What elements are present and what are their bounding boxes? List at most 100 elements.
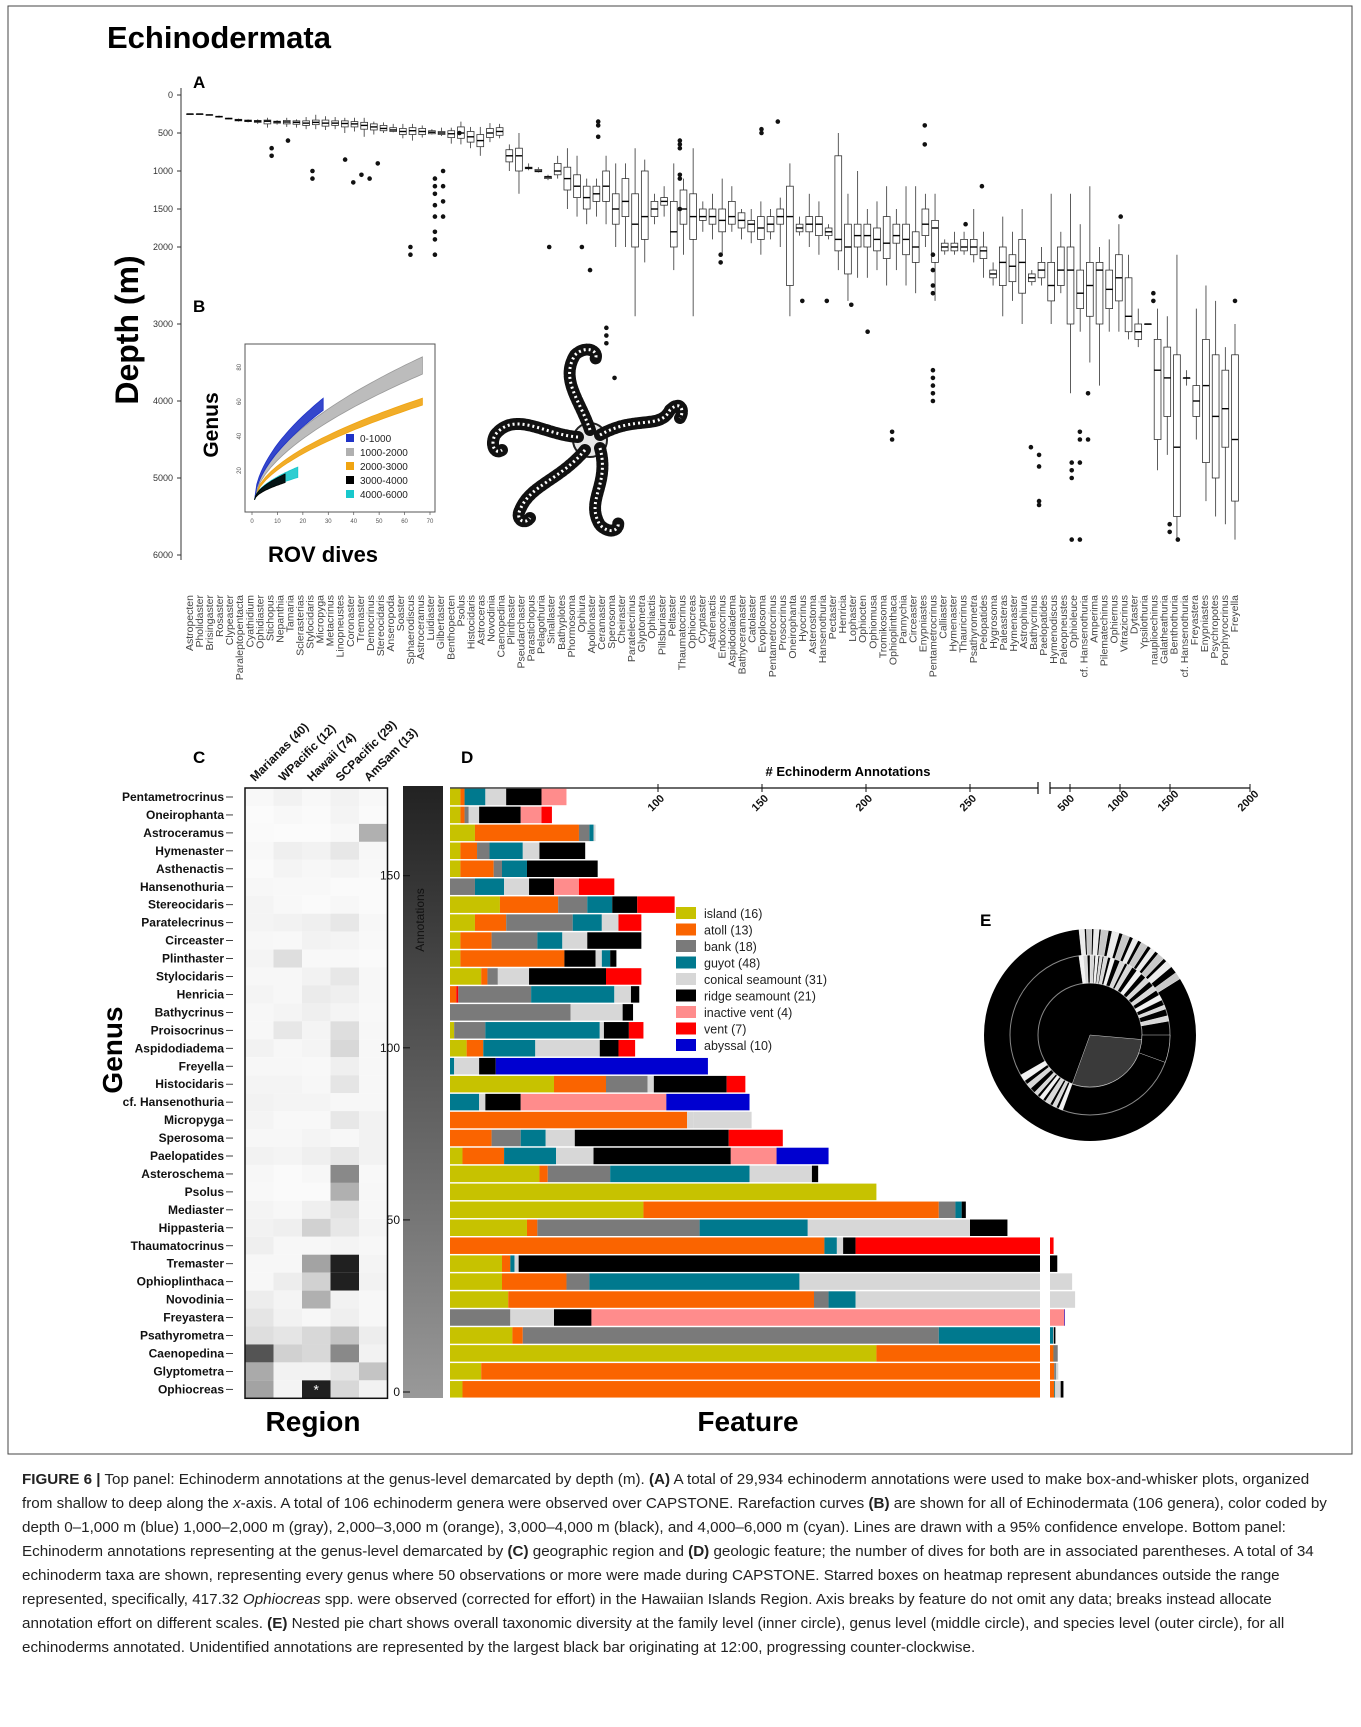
feature-legend-label: bank (18) [704, 940, 757, 954]
heatmap-cell [302, 1021, 331, 1040]
caption-text: geographic region and [528, 1543, 689, 1560]
pie-genus-slice [1130, 985, 1157, 1007]
feature-bar-segment [506, 914, 573, 931]
heatmap-genus-label: Micropyga [164, 1113, 224, 1127]
heatmap-cell [273, 1308, 302, 1327]
heatmap-cell [302, 1164, 331, 1183]
feature-bar-segment [454, 1057, 480, 1075]
feature-axis: 100 150 200 250 500 1000 1500 2000 [450, 782, 1261, 814]
genus-tick-label: Ophiactis [646, 595, 658, 639]
feature-legend-label: inactive vent (4) [704, 1006, 792, 1020]
genus-tick-label: Oneirophanta [787, 595, 799, 659]
feature-bar-segment [699, 1219, 808, 1236]
rarefaction-ticks: 0 10 20 30 40 50 60 70 20 40 60 80 [237, 363, 434, 525]
genus-tick-label: Sinallaster [546, 595, 558, 645]
rarefaction-xtick-label: 60 [401, 519, 408, 525]
feature-bar-segment [450, 1147, 463, 1165]
heatmap-cell [359, 895, 388, 914]
heatmap-cell [273, 1218, 302, 1237]
box-outlier [546, 244, 552, 250]
heatmap-cell [359, 841, 388, 860]
feature-legend-swatch [676, 956, 696, 969]
heatmap-genus-label: Henricia [177, 987, 225, 1001]
feature-bar-segment [628, 1022, 644, 1039]
genus-tick-label: cf. Hansenothuria [1179, 595, 1191, 677]
genus-tick-label: Ophioplinthaca [887, 595, 899, 665]
heatmap-cell [330, 1003, 359, 1022]
rarefaction-xtick-label: 70 [427, 519, 434, 525]
box-outlier [432, 202, 438, 208]
feature-bar-segment [450, 1291, 509, 1308]
genus-tick-label: Stereocidaris [375, 595, 387, 656]
genus-tick-label: Catolaster [747, 595, 759, 643]
feature-bar-segment [578, 824, 590, 842]
pie-genus-slice [1140, 1015, 1170, 1027]
heatmap-cell [273, 931, 302, 950]
feature-bar-segment [610, 950, 617, 967]
heatmap-cell [330, 1272, 359, 1291]
box-body [1095, 261, 1104, 325]
genus-tick-label: Freyella [1229, 595, 1241, 633]
feature-bar-segment [504, 1147, 557, 1165]
heatmap-cell [245, 1344, 274, 1363]
box-outlier [604, 325, 609, 331]
feature-bar-segment [637, 896, 675, 913]
feature-bar-segment [474, 914, 507, 931]
heatmap-cell [245, 877, 274, 896]
feature-axis-label: Feature [697, 1406, 798, 1437]
pie-genus-slice [1039, 1075, 1060, 1100]
feature-bar-segment [450, 788, 461, 806]
feature-bar-segment [547, 1165, 611, 1183]
heatmap-cell [330, 823, 359, 842]
box-outlier [1077, 437, 1083, 442]
feature-legend-swatch [676, 989, 696, 1002]
heatmap-cell [273, 1380, 302, 1399]
panel-d-stacked-bars: D # Echinoderm Annotations 100 150 200 250 5… [450, 748, 1261, 1437]
genus-tick-label: Asterostoma [807, 595, 819, 654]
pie-genus-slice [1044, 1077, 1065, 1105]
caption-figure-label: FIGURE 6 | [22, 1471, 101, 1488]
heatmap-cell [245, 1039, 274, 1058]
heatmap-cell [330, 1326, 359, 1345]
box-body [815, 216, 823, 237]
heatmap-cell [359, 1182, 388, 1201]
feature-bar-segment [554, 1309, 592, 1326]
genus-tick-label: Benthothuria [1169, 595, 1181, 655]
rarefaction-legend-swatch [346, 476, 354, 484]
box-outlier [677, 176, 683, 181]
feature-bar-segment [807, 1219, 970, 1236]
heatmap-cell [245, 1218, 274, 1237]
box-outlier [1077, 537, 1083, 542]
heatmap-cell [330, 859, 359, 878]
feature-bar-segment [506, 788, 542, 806]
feature-bar-segment [456, 986, 459, 1003]
feature-legend-swatch [676, 1039, 696, 1051]
box-outlier [865, 329, 870, 335]
box-body [960, 238, 968, 252]
genus-tick-label: Sclerasterias [295, 595, 307, 656]
box-outlier [824, 298, 830, 304]
heatmap-cell [245, 1182, 274, 1201]
feature-bar-segment [730, 1147, 777, 1165]
genus-tick-label: Apollonaster [586, 595, 598, 654]
box-outlier [375, 161, 381, 166]
feature-bar-segment [495, 1057, 708, 1075]
heatmap-genus-label: Tremaster [167, 1257, 225, 1271]
heatmap-cell [245, 1164, 274, 1183]
heatmap-cell [245, 1236, 274, 1255]
rarefaction-ylabel: Genus [200, 392, 223, 457]
box-outlier [1232, 298, 1238, 304]
genus-tick-label: Metacrinus [325, 595, 337, 646]
heatmap-cell [359, 1129, 388, 1147]
genus-tick-label: Ophioleuce [1068, 595, 1080, 648]
feature-bar-segment [566, 1273, 590, 1290]
pie-species-slice [1141, 953, 1164, 978]
heatmap-cell [245, 1111, 274, 1130]
heatmap-genus-label: Novodinia [166, 1293, 224, 1307]
genus-tick-label: Endoxocrinus [717, 595, 729, 659]
box-outlier [930, 391, 936, 396]
heatmap-genus-label: cf. Hansenothuria [123, 1095, 225, 1109]
heatmap-cell [245, 913, 274, 932]
feature-bar-segment [612, 896, 638, 913]
feature-bar-segment [481, 1363, 1055, 1380]
